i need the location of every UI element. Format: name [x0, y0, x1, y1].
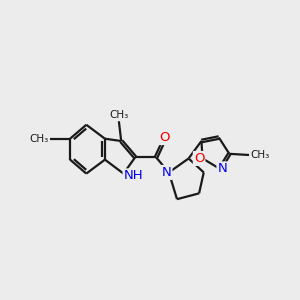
Text: CH₃: CH₃	[30, 134, 49, 144]
Text: CH₃: CH₃	[250, 150, 269, 160]
Text: CH₃: CH₃	[109, 110, 128, 120]
Text: N: N	[162, 166, 171, 179]
Text: N: N	[218, 162, 227, 176]
Text: NH: NH	[124, 169, 143, 182]
Text: O: O	[194, 152, 204, 165]
Text: O: O	[159, 131, 169, 144]
